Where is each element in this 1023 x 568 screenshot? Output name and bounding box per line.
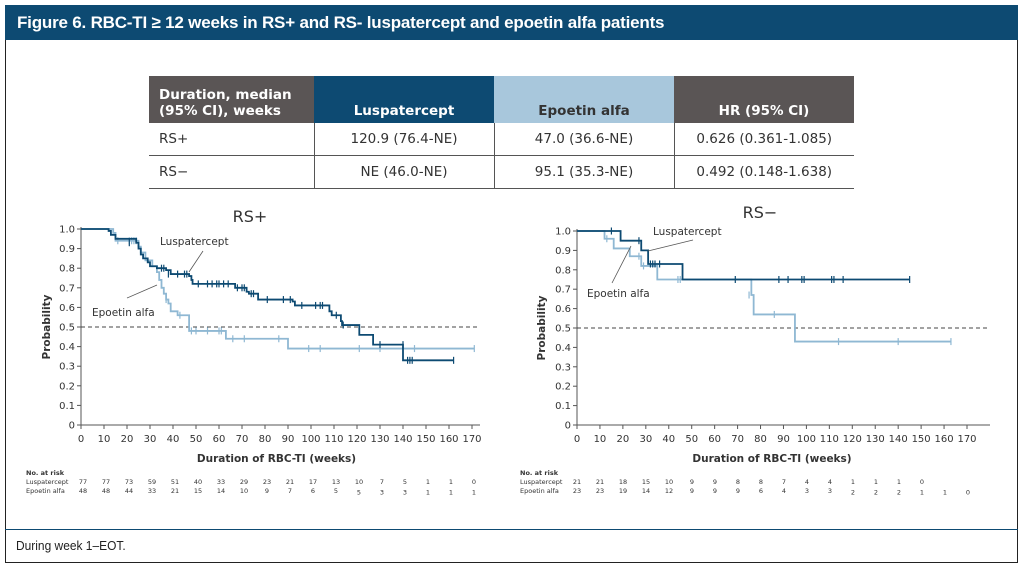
- table-header-hr: HR (95% CI): [674, 76, 854, 123]
- footnote: During week 1–EOT.: [16, 538, 126, 553]
- table-row: RS− NE (46.0-NE) 95.1 (35.3-NE) 0.492 (0…: [149, 155, 854, 189]
- cell-epoetin: 95.1 (35.3-NE): [493, 155, 674, 189]
- table-row: RS+ 120.9 (76.4-NE) 47.0 (36.6-NE) 0.626…: [149, 123, 854, 156]
- cell-luspatercept: 120.9 (76.4-NE): [313, 123, 494, 156]
- figure-frame: [5, 5, 1018, 563]
- table-header-luspatercept: Luspatercept: [314, 76, 494, 123]
- cell-hr: 0.492 (0.148-1.638): [673, 155, 854, 189]
- table-header-epoetin: Epoetin alfa: [494, 76, 674, 123]
- footer-divider: [5, 529, 1018, 530]
- cell-luspatercept: NE (46.0-NE): [313, 155, 494, 189]
- table-header-duration: Duration, median (95% CI), weeks: [149, 76, 314, 123]
- row-label: RS+: [149, 123, 314, 156]
- row-label: RS−: [149, 155, 314, 189]
- cell-epoetin: 47.0 (36.6-NE): [493, 123, 674, 156]
- cell-hr: 0.626 (0.361-1.085): [673, 123, 854, 156]
- median-duration-table: Duration, median (95% CI), weeks Luspate…: [149, 76, 854, 189]
- table-header-row: Duration, median (95% CI), weeks Luspate…: [149, 76, 854, 123]
- figure-title: Figure 6. RBC-TI ≥ 12 weeks in RS+ and R…: [5, 5, 1018, 40]
